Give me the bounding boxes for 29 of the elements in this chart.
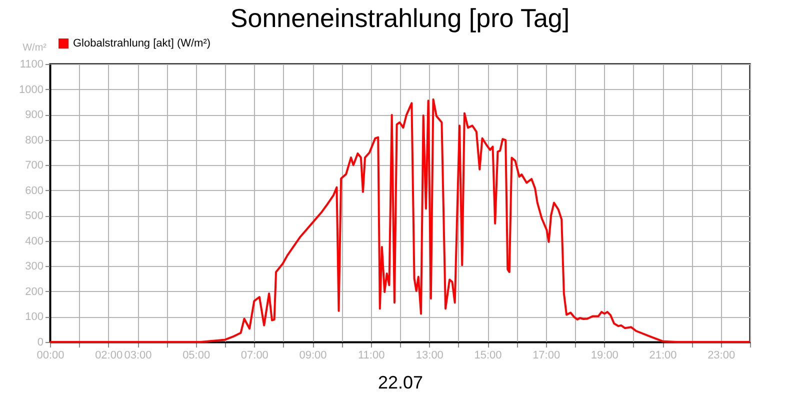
- x-tick-label: 03:00: [124, 350, 152, 362]
- y-axis-title: W/m²: [22, 42, 48, 54]
- x-tick-label: 07:00: [240, 350, 268, 362]
- x-tick-label: 02:00: [95, 350, 123, 362]
- x-tick-label: 15:00: [474, 350, 502, 362]
- x-tick-label: 13:00: [416, 350, 444, 362]
- y-tick-label: 200: [25, 286, 44, 298]
- x-axis-title: 22.07: [378, 372, 424, 392]
- x-tick-label: 23:00: [708, 350, 736, 362]
- x-tick-label: 11:00: [358, 350, 385, 362]
- y-tick-label: 100: [25, 311, 44, 324]
- legend-label: Globalstrahlung [akt] (W/m²): [73, 38, 211, 50]
- x-tick-label: 05:00: [182, 350, 210, 362]
- y-tick-label: 0: [37, 336, 44, 348]
- y-tick-label: 300: [25, 260, 44, 273]
- y-tick-label: 1000: [19, 84, 44, 96]
- y-tick-label: 700: [25, 160, 44, 172]
- y-tick-label: 500: [25, 210, 44, 222]
- chart-title: Sonneneinstrahlung [pro Tag]: [230, 3, 570, 33]
- x-tick-label: 21:00: [649, 350, 677, 362]
- y-tick-label: 600: [25, 184, 44, 197]
- y-tick-label: 400: [25, 235, 44, 248]
- x-tick-label: 09:00: [299, 350, 327, 362]
- x-tick-label: 19:00: [590, 350, 618, 362]
- y-tick-label: 800: [25, 134, 44, 146]
- x-tick-label: 00:00: [36, 350, 64, 362]
- y-tick-label: 900: [25, 109, 44, 122]
- x-tick-label: 17:00: [532, 350, 560, 362]
- y-tick-label: 1100: [20, 58, 44, 70]
